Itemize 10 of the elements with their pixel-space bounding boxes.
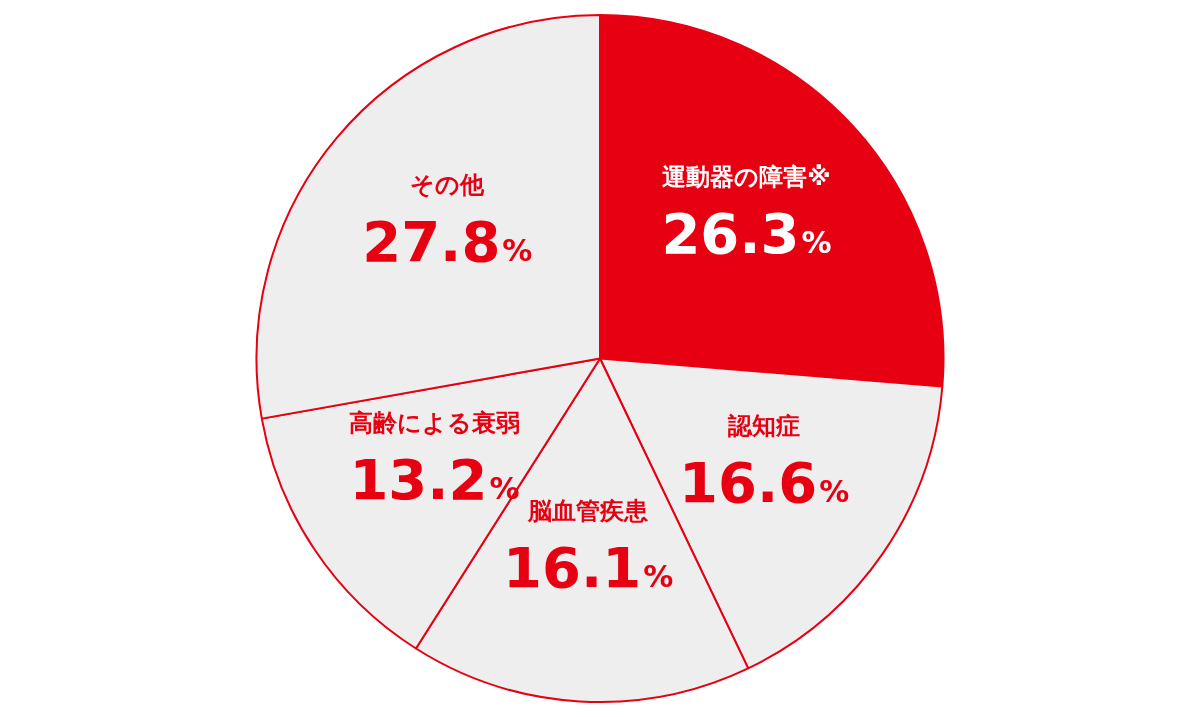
data-label: 16.6% xyxy=(678,449,850,515)
slice-label: 運動器の障害※ xyxy=(662,163,831,192)
data-label: 16.1% xyxy=(503,535,674,601)
data-label: 27.8% xyxy=(362,208,533,274)
slice-label: 高齢による衰弱 xyxy=(349,409,521,438)
slice-label: その他 xyxy=(410,170,486,199)
slice-label: 認知症 xyxy=(727,411,801,440)
data-label: 13.2% xyxy=(349,447,520,513)
slice-label: 脳血管疾患 xyxy=(527,497,650,526)
data-label: 26.3% xyxy=(661,201,832,267)
